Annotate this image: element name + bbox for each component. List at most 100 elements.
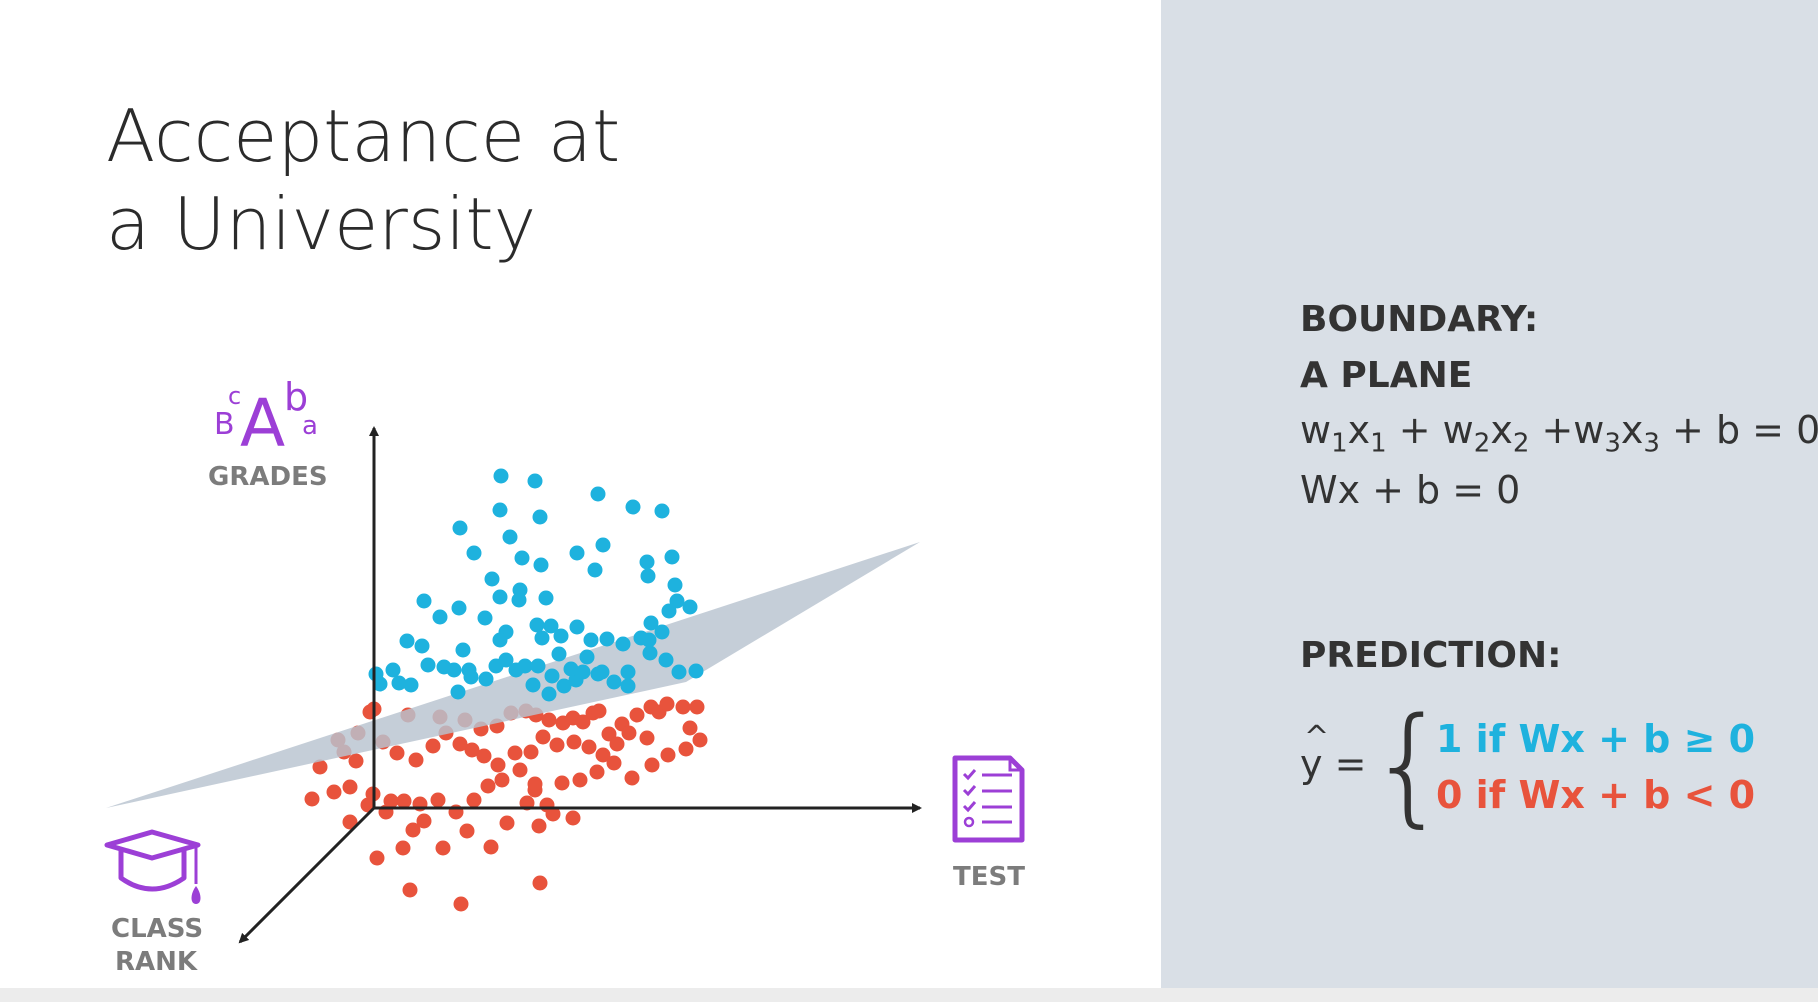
positive-point — [399, 633, 415, 649]
bottom-strip — [0, 988, 1818, 1002]
negative-point — [453, 896, 469, 912]
class-rank-label-line-1: CLASS — [111, 914, 203, 944]
positive-points — [368, 468, 704, 702]
positive-point — [620, 678, 636, 694]
prediction-lhs: ^ y = — [1300, 720, 1366, 786]
title-line-1: Acceptance at — [106, 94, 621, 178]
negative-point — [402, 882, 418, 898]
negative-point — [408, 752, 424, 768]
negative-point — [490, 757, 506, 773]
test-sheet-icon — [952, 755, 1025, 843]
positive-point — [544, 668, 560, 684]
negative-point — [395, 840, 411, 856]
negative-point — [678, 741, 694, 757]
negative-point — [554, 775, 570, 791]
grade-letter: b — [284, 375, 308, 419]
negative-point — [326, 784, 342, 800]
positive-point — [534, 630, 550, 646]
negative-point — [601, 726, 617, 742]
positive-point — [587, 562, 603, 578]
class-rank-label-line-2: RANK — [115, 947, 198, 977]
negative-point — [383, 793, 399, 809]
positive-point — [455, 642, 471, 658]
positive-point — [508, 662, 524, 678]
positive-point — [527, 473, 543, 489]
positive-point — [590, 486, 606, 502]
positive-point — [451, 600, 467, 616]
negative-point — [549, 737, 565, 753]
positive-point — [529, 617, 545, 633]
negative-point — [591, 703, 607, 719]
positive-point — [403, 677, 419, 693]
positive-point — [590, 666, 606, 682]
positive-point — [615, 636, 631, 652]
negative-point — [494, 772, 510, 788]
negative-point — [389, 745, 405, 761]
negative-point — [566, 734, 582, 750]
positive-point — [625, 499, 641, 515]
negative-point — [624, 770, 640, 786]
positive-point — [416, 593, 432, 609]
grade-letter: c — [228, 382, 241, 410]
positive-point — [493, 468, 509, 484]
negative-point — [452, 736, 468, 752]
negative-point — [659, 696, 675, 712]
positive-point — [654, 624, 670, 640]
positive-point — [514, 550, 530, 566]
negative-point — [416, 813, 432, 829]
positive-point — [583, 632, 599, 648]
negative-point — [476, 748, 492, 764]
positive-point — [541, 686, 557, 702]
negative-point — [527, 776, 543, 792]
grade-letter: B — [214, 407, 235, 442]
positive-point — [450, 684, 466, 700]
negative-point — [480, 778, 496, 794]
positive-point — [492, 502, 508, 518]
positive-point — [492, 589, 508, 605]
positive-point — [553, 628, 569, 644]
positive-point — [391, 675, 407, 691]
positive-point — [414, 638, 430, 654]
negative-point — [430, 792, 446, 808]
positive-point — [639, 554, 655, 570]
positive-point — [532, 509, 548, 525]
negative-point — [459, 823, 475, 839]
hat-symbol: ^ — [1304, 720, 1330, 755]
boundary-heading: BOUNDARY: A PLANE — [1300, 292, 1538, 404]
grade-letter: A — [240, 385, 285, 462]
boundary-heading-line-2: A PLANE — [1300, 355, 1473, 396]
positive-point — [620, 664, 636, 680]
negative-point — [572, 772, 588, 788]
positive-point — [595, 537, 611, 553]
3d-classification-diagram: B c A b a GRADES TEST CLASS — [104, 375, 1025, 977]
positive-point — [556, 678, 572, 694]
negative-point — [581, 739, 597, 755]
positive-point — [671, 664, 687, 680]
negative-point — [405, 822, 421, 838]
negative-point — [342, 779, 358, 795]
right-panel — [1161, 0, 1818, 1002]
positive-point — [551, 646, 567, 662]
negative-point — [425, 738, 441, 754]
left-panel — [0, 0, 1161, 1002]
positive-point — [478, 671, 494, 687]
positive-point — [525, 677, 541, 693]
grade-letter: a — [302, 411, 318, 441]
positive-point — [682, 599, 698, 615]
class-rank-axis — [238, 806, 376, 944]
positive-point — [533, 557, 549, 573]
positive-point — [563, 661, 579, 677]
negative-point — [531, 818, 547, 834]
positive-point — [477, 610, 493, 626]
negative-point — [535, 729, 551, 745]
positive-point — [436, 659, 452, 675]
positive-point — [641, 632, 657, 648]
prediction-negative-case: 0 if Wx + b < 0 — [1436, 773, 1756, 817]
negative-point — [369, 850, 385, 866]
positive-point — [664, 549, 680, 565]
grades-label: GRADES — [208, 462, 328, 492]
positive-point — [654, 503, 670, 519]
positive-point — [606, 674, 622, 690]
positive-point — [640, 568, 656, 584]
